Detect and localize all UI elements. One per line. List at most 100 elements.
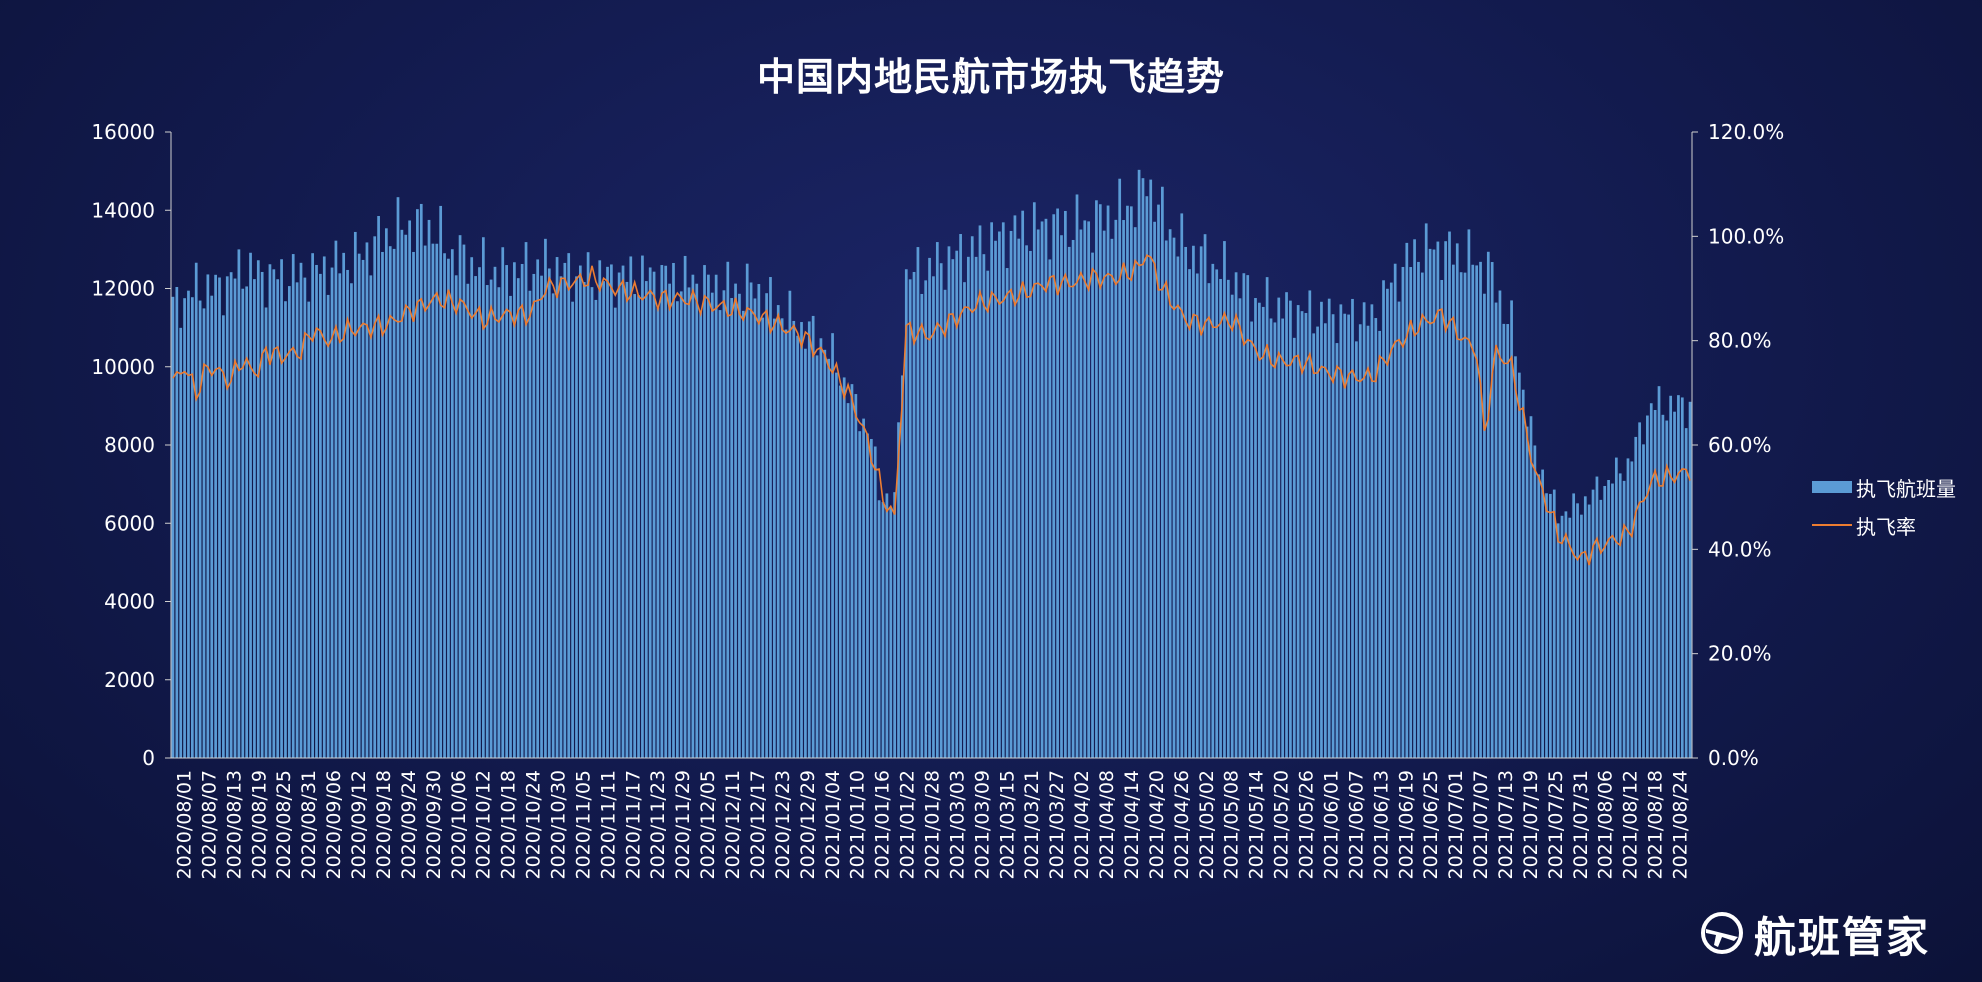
- bar: [284, 301, 287, 758]
- bar: [974, 256, 978, 758]
- bar: [1211, 263, 1215, 758]
- y-left-tick-label: 0: [142, 746, 155, 770]
- bar: [319, 273, 322, 758]
- bar: [1413, 239, 1416, 759]
- bar: [1634, 436, 1638, 758]
- bar: [1401, 266, 1405, 758]
- bar: [633, 294, 637, 758]
- bar: [1203, 234, 1207, 758]
- chart-title: 中国内地民航市场执飞趋势: [756, 55, 1225, 99]
- bar: [1079, 229, 1083, 758]
- bar: [780, 318, 784, 758]
- bar: [1529, 416, 1533, 758]
- bar: [350, 283, 353, 758]
- x-tick-label: 2021/06/19: [1395, 770, 1417, 880]
- plane-globe-logo-icon: [1700, 911, 1744, 959]
- bar: [1382, 280, 1385, 758]
- bar: [218, 277, 221, 758]
- bar: [1289, 300, 1292, 758]
- bar: [1486, 251, 1490, 758]
- bar: [1044, 218, 1048, 758]
- bar: [1126, 205, 1129, 759]
- bar: [268, 264, 272, 758]
- bar: [1246, 275, 1250, 758]
- x-tick-label: 2021/08/12: [1620, 770, 1642, 880]
- bar: [831, 333, 834, 758]
- bar: [513, 262, 516, 758]
- bar: [291, 254, 295, 758]
- bar: [889, 507, 893, 758]
- bar: [1514, 356, 1517, 758]
- bar: [381, 251, 384, 758]
- x-tick-label: 2020/08/13: [223, 770, 245, 880]
- bar: [1560, 515, 1564, 758]
- bar: [1502, 323, 1506, 758]
- bar: [1343, 313, 1347, 758]
- bar: [1657, 386, 1661, 758]
- x-tick-label: 2021/06/01: [1320, 770, 1342, 880]
- bar: [225, 276, 229, 758]
- bar-series: [171, 169, 1692, 759]
- bar: [377, 216, 380, 758]
- bar: [823, 349, 827, 758]
- bar: [1424, 223, 1428, 758]
- bar: [726, 261, 730, 758]
- bar: [1192, 245, 1195, 758]
- y-left-tick-label: 10000: [91, 355, 155, 379]
- legend-bar-label: 执飞航班量: [1856, 476, 1956, 501]
- bar: [447, 258, 450, 758]
- bar: [346, 269, 349, 758]
- bar: [443, 253, 446, 758]
- x-tick-label: 2020/09/12: [348, 770, 370, 880]
- bar: [714, 274, 718, 758]
- bar: [1219, 278, 1222, 758]
- bar: [1098, 204, 1102, 759]
- bar: [1106, 205, 1110, 758]
- x-tick-label: 2021/01/28: [922, 770, 944, 880]
- bar: [800, 322, 803, 758]
- bar: [784, 329, 788, 758]
- bar: [1374, 318, 1378, 758]
- bar: [206, 274, 210, 758]
- bar: [683, 255, 687, 758]
- bar: [307, 301, 311, 758]
- bar: [846, 403, 850, 758]
- bar: [431, 243, 435, 758]
- bar: [1060, 235, 1063, 759]
- y-right-tick-label: 80.0%: [1708, 329, 1772, 353]
- bar: [904, 269, 908, 758]
- bar: [745, 263, 749, 758]
- bar: [1238, 298, 1242, 758]
- bar: [1013, 215, 1017, 758]
- x-tick-label: 2020/12/05: [697, 770, 719, 880]
- bar: [1366, 325, 1370, 758]
- bar: [1234, 272, 1238, 758]
- bar: [648, 267, 652, 758]
- x-tick-label: 2021/06/13: [1370, 770, 1392, 880]
- x-tick-label: 2021/01/22: [897, 770, 919, 880]
- bar: [1067, 246, 1071, 759]
- bar: [792, 320, 796, 758]
- bar: [1587, 504, 1591, 758]
- bar: [920, 293, 924, 758]
- bar: [1095, 200, 1098, 759]
- bar: [1292, 337, 1296, 758]
- bar: [400, 229, 404, 758]
- legend: 执飞航班量 执飞率: [1812, 468, 1956, 544]
- bar: [466, 283, 470, 758]
- bar: [524, 242, 528, 759]
- bar: [299, 262, 303, 758]
- x-tick-label: 2020/11/17: [622, 770, 644, 880]
- bar: [497, 287, 501, 758]
- bar: [322, 256, 326, 758]
- bar: [1618, 473, 1622, 758]
- bar: [547, 268, 551, 758]
- bar: [1572, 493, 1576, 758]
- y-right-tick-label: 100.0%: [1708, 224, 1784, 248]
- bar: [1397, 301, 1401, 758]
- bar: [412, 251, 415, 758]
- bar: [613, 307, 617, 758]
- bar: [555, 257, 559, 758]
- bar: [986, 270, 990, 758]
